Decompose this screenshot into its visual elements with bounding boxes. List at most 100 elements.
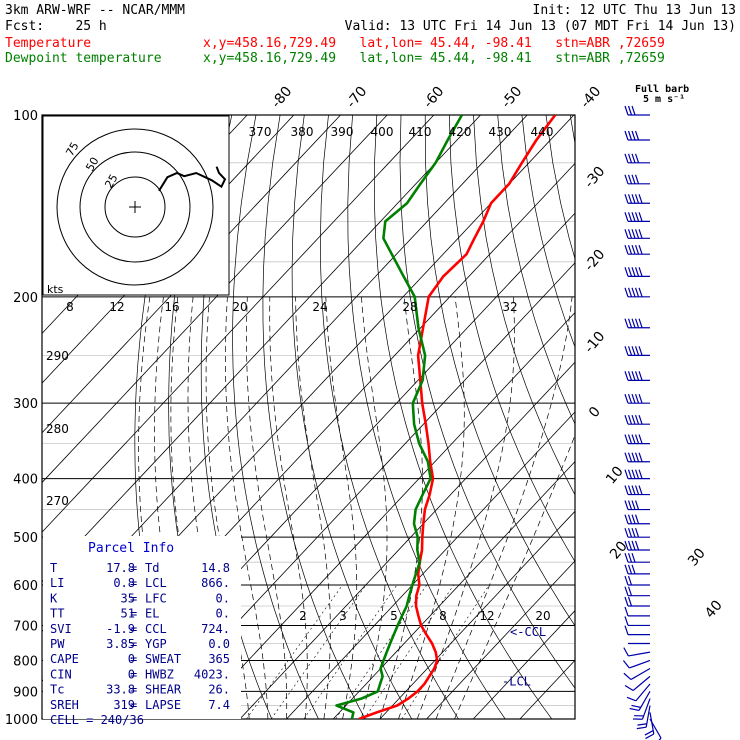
speed-axis-label: 24 xyxy=(312,300,327,314)
barb-flag xyxy=(638,485,643,495)
wind-barb xyxy=(624,606,650,617)
wind-barb xyxy=(624,105,650,116)
barb-flag xyxy=(624,625,629,635)
barb-flag xyxy=(627,287,633,298)
isotherm-label: 30 xyxy=(685,545,709,569)
wind-barb xyxy=(623,647,651,657)
parcel-value: 4023. xyxy=(194,667,230,681)
barb-flag xyxy=(627,153,633,164)
parcel-row: K =35 LFC 0. xyxy=(50,591,230,605)
moist-adiabat xyxy=(295,296,331,719)
parcel-value: 0.0 xyxy=(208,637,230,651)
barb-flag xyxy=(631,346,636,356)
barb-flag xyxy=(629,707,640,712)
barb-flag xyxy=(624,434,629,444)
barb-flag xyxy=(631,153,636,164)
parcel-row: CAPE =0 SWEAT 365 xyxy=(50,652,230,666)
moist-adiabat xyxy=(269,296,308,719)
hodograph-ring xyxy=(79,151,191,263)
isotherm-line xyxy=(519,659,575,719)
barb-flag xyxy=(634,287,640,298)
parcel-key: SWEAT xyxy=(145,652,181,666)
barb-flag xyxy=(634,346,640,356)
wind-barb xyxy=(624,596,650,607)
wind-barb xyxy=(624,194,650,204)
wind-barb xyxy=(624,625,650,636)
parcel-row: T =17.8 Td 14.8 xyxy=(50,561,230,575)
mixing-ratio-line xyxy=(246,584,343,719)
barb-flag xyxy=(631,514,636,524)
parcel-value: 0. xyxy=(216,607,230,621)
parcel-key: K xyxy=(50,591,58,605)
barb-flag xyxy=(627,318,633,328)
barb-flag xyxy=(627,229,633,239)
parcel-key: PW xyxy=(50,637,65,651)
moist-adiabat xyxy=(379,296,423,719)
barb-flag xyxy=(631,371,636,381)
wind-barb xyxy=(624,485,650,496)
barb-flag xyxy=(638,346,643,356)
parcel-equals: = xyxy=(130,667,137,681)
parcel-equals: = xyxy=(130,637,137,651)
barb-flag xyxy=(624,371,629,381)
mixing-ratio-label: 2 xyxy=(299,609,307,623)
moist-adiabat xyxy=(325,296,358,719)
dry-adiabat xyxy=(594,115,740,719)
barb-flag xyxy=(631,414,636,425)
parcel-row: Tc =33.8 SHEAR 26. xyxy=(50,683,230,697)
parcel-info-title: Parcel Info xyxy=(88,541,174,556)
barb-flag xyxy=(638,318,643,328)
dry-adiabat xyxy=(619,115,740,719)
barb-flag xyxy=(634,393,640,404)
barb-flag xyxy=(631,564,636,575)
barb-flag xyxy=(624,596,629,607)
full-barb-label: Full barb xyxy=(635,84,690,95)
isotherm-line xyxy=(42,115,481,583)
speed-axis-label: 16 xyxy=(164,300,179,314)
barb-flag xyxy=(624,564,629,575)
wind-barb xyxy=(624,393,650,404)
barb-flag xyxy=(638,229,643,239)
mixing-ratio-label: 5 xyxy=(390,609,398,623)
wind-barb xyxy=(624,434,650,445)
barb-flag xyxy=(624,130,629,141)
parcel-key: HWBZ xyxy=(145,667,174,681)
location-temperature: x,y=458.16,729.49 lat,lon= 45.44, -98.41… xyxy=(203,36,665,51)
barb-flag xyxy=(631,267,636,277)
parcel-row: SREH =319 LAPSE 7.4 xyxy=(50,698,230,712)
moist-adiabat xyxy=(435,296,573,719)
parcel-row: CIN =0 HWBZ 4023. xyxy=(50,667,230,681)
dry-adiabat xyxy=(667,115,740,719)
dry-adiabat xyxy=(521,115,575,348)
isotherm-label: -80 xyxy=(268,84,295,112)
barb-flag xyxy=(638,212,643,222)
barb-flag xyxy=(624,212,629,222)
barb-flag xyxy=(634,194,640,204)
parcel-equals: = xyxy=(130,576,137,590)
barb-flag xyxy=(624,514,629,524)
barb-flag xyxy=(624,245,629,255)
parcel-value: -1.9 xyxy=(106,622,135,636)
parcel-row: PW =3.85 YGP 0.0 xyxy=(50,637,230,651)
lcl-marker: <-CCL xyxy=(510,625,546,639)
barb-flag xyxy=(624,500,629,510)
dry-adiabat xyxy=(497,115,575,425)
barb-flag xyxy=(638,393,643,404)
barb-flag xyxy=(627,393,633,404)
theta-label: 370 xyxy=(249,125,272,139)
isotherm-label: -10 xyxy=(581,329,608,357)
barb-flag xyxy=(624,616,629,626)
barb-flag xyxy=(627,212,633,222)
parcel-value: 7.4 xyxy=(208,698,230,712)
parcel-value: 14.8 xyxy=(201,561,230,575)
wind-barb xyxy=(624,229,650,239)
theta-e-label: 290 xyxy=(46,349,69,363)
barb-flag xyxy=(624,318,629,328)
barb-flag xyxy=(627,130,633,141)
dry-adiabat xyxy=(448,115,575,563)
isotherm-label: -60 xyxy=(420,84,447,112)
speed-axis-label: 8 xyxy=(66,300,74,314)
parcel-key: LI xyxy=(50,576,64,590)
barb-flag xyxy=(631,105,636,116)
barb-staff xyxy=(628,651,651,657)
